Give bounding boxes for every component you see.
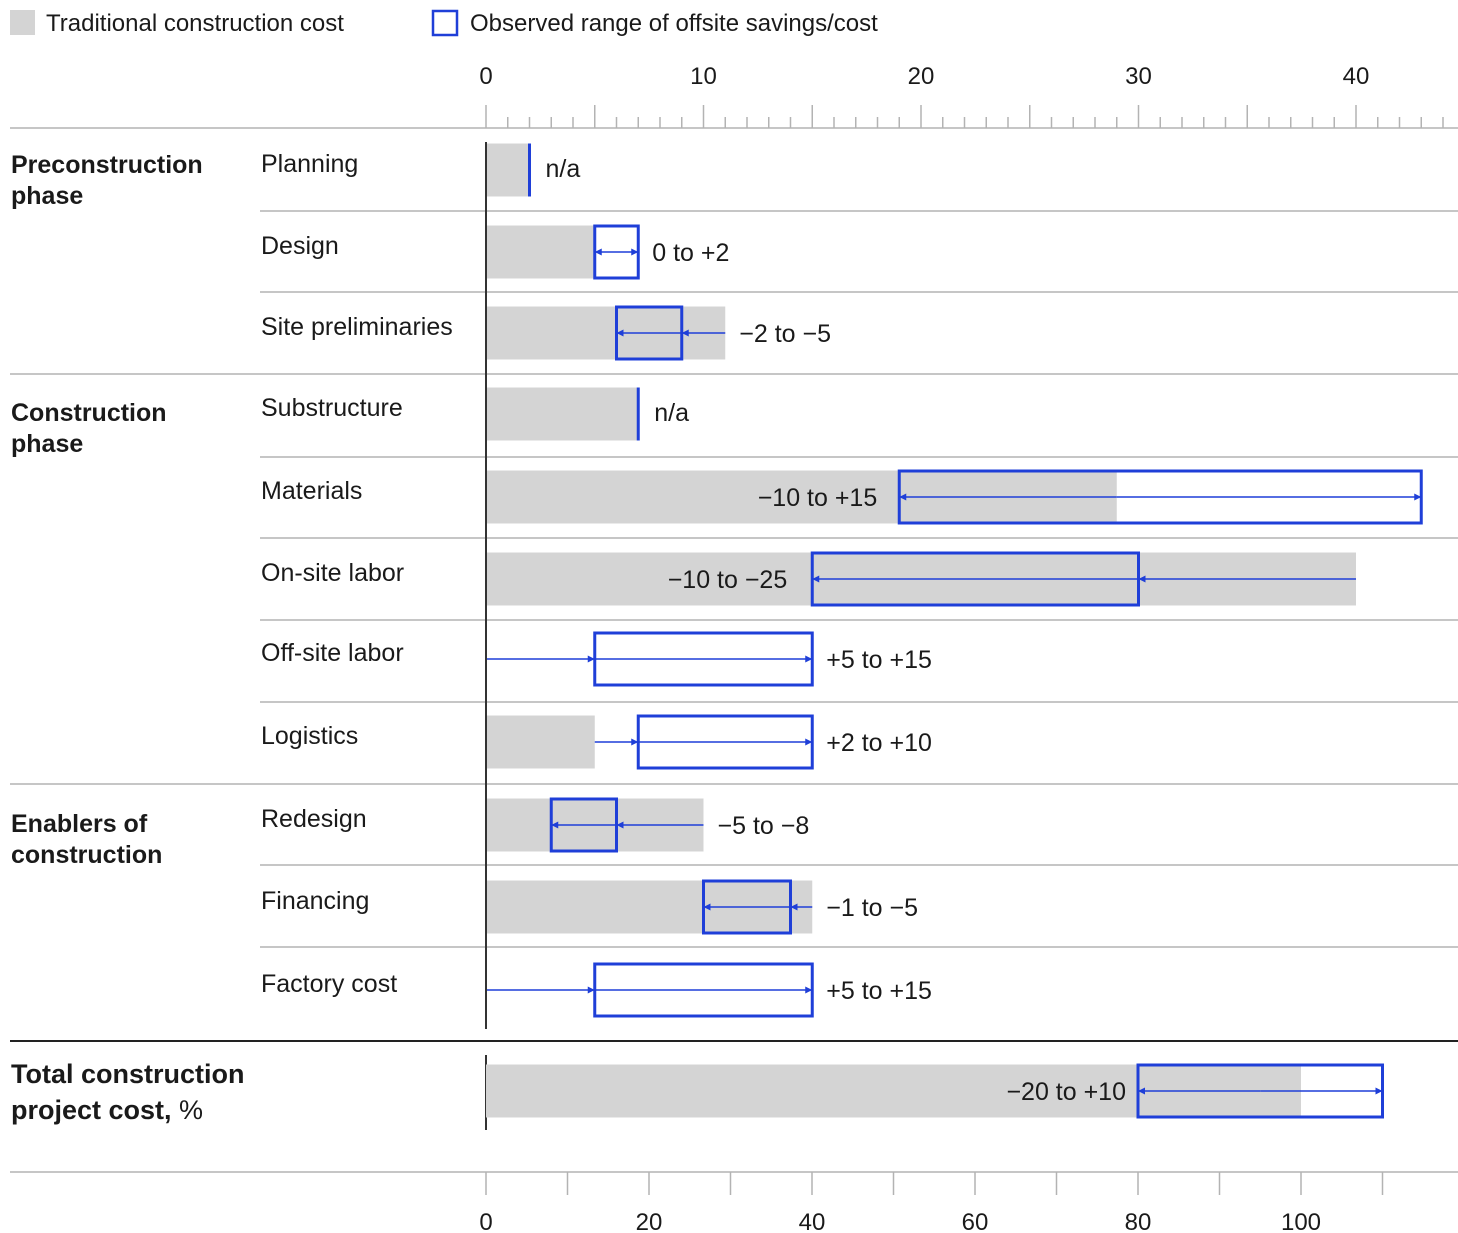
top-axis-tick-label: 20 [908,63,935,90]
range-label: n/a [546,155,581,183]
range-label: +5 to +15 [826,977,932,1005]
range-arrow-head [812,575,820,583]
legend-range-label: Observed range of offsite savings/cost [470,10,878,37]
range-label: −2 to −5 [739,320,831,348]
legend-traditional-label: Traditional construction cost [46,10,344,37]
traditional-bar [486,387,639,441]
group-label: phase [11,430,83,458]
range-label: −5 to −8 [718,812,810,840]
group-label: phase [11,182,83,210]
row-label: Financing [261,887,369,915]
top-axis-tick-label: 40 [1343,63,1370,90]
range-arrow-head [703,903,711,911]
range-arrow-head [631,738,639,746]
group-labels: Preconstruction phase Construction phase Ena… [11,151,203,869]
bottom-axis-tick-label: 20 [636,1209,663,1233]
range-arrow-head [587,986,595,994]
total-label: Total construction [11,1059,245,1089]
range-arrow-head [587,655,595,663]
row-label: Site preliminaries [261,313,453,341]
row-label: Planning [261,150,358,178]
group-label: Enablers of [11,810,148,838]
range-arrow-head [551,821,559,829]
traditional-bar [486,143,530,197]
top-axis-tick-label: 0 [479,63,492,90]
row-label: Factory cost [261,970,397,998]
range-arrow-head [1375,1087,1383,1095]
range-arrow-head [616,329,624,337]
total-label-unit: % [172,1095,204,1125]
top-axis: 0 10 20 30 40 [10,63,1458,129]
row-label: Off-site labor [261,639,404,667]
range-arrow-head [1138,1087,1145,1095]
row-label: Logistics [261,722,358,750]
legend: Traditional construction cost Observed r… [10,9,878,37]
traditional-bar [486,715,595,769]
total-section: Total construction project cost, % −20 to … [11,1059,1384,1125]
range-arrow-head [805,738,813,746]
row-label: Substructure [261,394,403,422]
row-label: Materials [261,477,362,505]
top-axis-tick-label: 30 [1125,63,1152,90]
bottom-axis-tick-label: 60 [962,1209,989,1233]
bars: n/a 0 to +2 −2 to −5 n/a −10 to +15 −10 to −2… [486,143,1423,1018]
range-arrow-head [805,986,813,994]
range-arrow-head [681,329,689,337]
bottom-axis-tick-label: 40 [799,1209,826,1233]
range-arrow-head [805,655,813,663]
total-label-bold: project cost, [11,1095,172,1125]
row-labels: Planning Design Site preliminaries Substruc… [261,150,453,998]
range-label: −1 to −5 [826,894,918,922]
bottom-axis-tick-label: 80 [1125,1209,1152,1233]
range-arrow-head [1414,493,1422,501]
group-label: Preconstruction [11,151,203,179]
range-label: +5 to +15 [826,646,932,674]
range-arrow-head [1138,575,1146,583]
row-label: Redesign [261,805,367,833]
row-label: Design [261,232,339,260]
bottom-axis-tick-label: 0 [479,1209,492,1233]
top-axis-tick-label: 10 [690,63,717,90]
legend-range-swatch [431,9,459,37]
range-label: −10 to +15 [758,484,878,512]
range-label: 0 to +2 [652,239,729,267]
range-arrow-head [631,248,639,256]
range-arrow-head [899,493,907,501]
row-label: On-site labor [261,559,404,587]
group-label: Construction [11,399,167,427]
legend-traditional-swatch [10,10,35,35]
range-label: +2 to +10 [826,729,932,757]
traditional-bar [486,225,595,279]
range-arrow-head [790,903,798,911]
row-dividers [10,210,1458,1042]
bottom-axis: 0 20 40 60 80 100 [10,1171,1458,1233]
range-arrow-head [616,821,624,829]
total-label: project cost, % [11,1095,203,1125]
group-label: construction [11,841,162,869]
bottom-axis-tick-label: 100 [1281,1209,1321,1233]
range-label: n/a [654,399,689,427]
range-label: −10 to −25 [668,566,788,594]
range-label: −20 to +10 [1006,1078,1126,1106]
